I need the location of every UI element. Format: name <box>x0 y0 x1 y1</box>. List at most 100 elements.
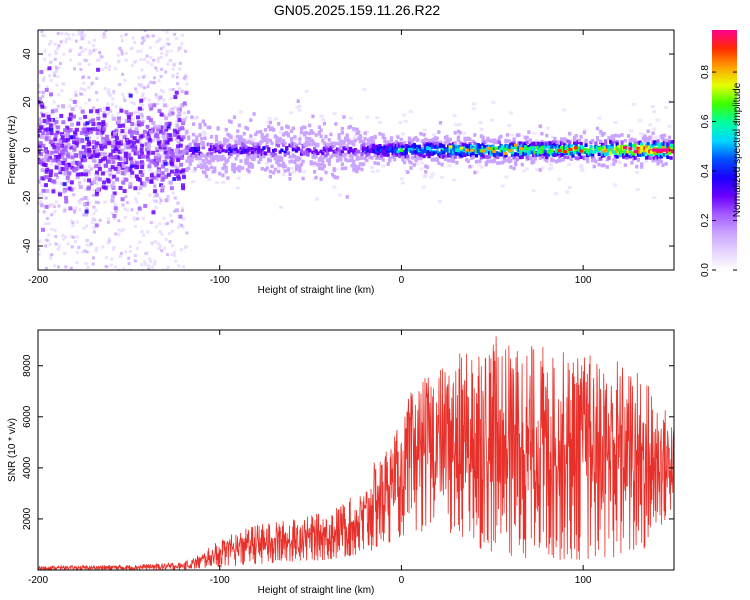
ridge-cell <box>280 140 284 145</box>
ridge-cell <box>559 145 564 150</box>
noise-cell <box>41 131 46 136</box>
ridge-cell <box>324 153 328 158</box>
ridge-cell <box>335 154 340 159</box>
noise-cell <box>165 42 169 46</box>
noise-cell <box>452 114 457 118</box>
ridge-cell <box>389 147 394 151</box>
ridge-cell <box>411 156 415 160</box>
ridge-cell <box>216 146 220 151</box>
noise-cell <box>41 143 46 148</box>
ridge-cell <box>478 144 482 148</box>
ridge-cell <box>504 139 508 144</box>
ridge-cell <box>376 154 380 158</box>
ridge-cell <box>223 137 227 142</box>
ridge-cell <box>211 147 215 152</box>
ridge-cell <box>254 132 258 137</box>
ridge-cell <box>391 143 395 147</box>
noise-cell <box>110 165 115 170</box>
ridge-cell <box>422 142 426 146</box>
noise-cell <box>638 132 643 136</box>
ridge-cell <box>556 158 560 163</box>
ridge-cell <box>371 149 376 154</box>
ridge-cell <box>260 135 264 139</box>
noise-cell <box>122 189 127 194</box>
ridge-cell <box>391 153 395 157</box>
noise-cell <box>166 253 170 257</box>
noise-cell <box>103 144 108 149</box>
ridge-cell <box>473 149 477 154</box>
noise-cell <box>422 128 427 132</box>
x-tick-label: 0 <box>399 275 405 286</box>
noise-cell <box>118 46 122 50</box>
noise-cell <box>176 158 181 163</box>
noise-cell <box>170 153 175 158</box>
noise-cell <box>140 263 144 267</box>
noise-cell <box>169 186 174 191</box>
ridge-cell <box>556 152 560 157</box>
noise-cell <box>149 56 153 60</box>
ridge-cell <box>223 141 227 146</box>
ridge-cell <box>661 153 665 157</box>
ridge-cell <box>579 155 583 160</box>
ridge-cell <box>484 149 488 154</box>
noise-cell <box>94 249 98 253</box>
ridge-cell <box>469 144 474 149</box>
noise-cell <box>103 35 107 39</box>
noise-cell <box>166 265 170 269</box>
ridge-cell <box>574 133 578 138</box>
ridge-cell <box>610 134 614 138</box>
noise-cell <box>95 109 100 114</box>
ridge-cell <box>398 154 402 159</box>
noise-cell <box>131 36 135 40</box>
ridge-cell <box>190 147 194 152</box>
ridge-cell <box>203 122 207 127</box>
noise-cell <box>107 111 111 115</box>
ridge-cell <box>368 141 372 146</box>
noise-cell <box>176 201 180 205</box>
noise-cell <box>160 188 165 193</box>
noise-cell <box>42 76 46 80</box>
noise-cell <box>57 161 62 166</box>
noise-cell <box>82 202 87 207</box>
ridge-cell <box>334 141 338 146</box>
noise-cell <box>94 200 98 204</box>
noise-cell <box>50 109 55 114</box>
ridge-cell <box>348 158 353 163</box>
noise-cell <box>141 75 145 79</box>
ridge-cell <box>316 162 320 167</box>
ridge-cell <box>250 163 255 167</box>
noise-cell <box>128 268 132 270</box>
noise-cell <box>154 66 158 70</box>
noise-cell <box>83 47 87 51</box>
ridge-cell <box>479 155 483 160</box>
noise-cell <box>94 208 98 212</box>
y-tick-label: 8000 <box>22 354 33 377</box>
noise-cell <box>83 88 87 92</box>
noise-cell <box>314 197 319 201</box>
ridge-cell <box>491 159 495 164</box>
ridge-cell <box>458 152 462 157</box>
ridge-cell <box>643 138 647 143</box>
ridge-cell <box>232 163 237 167</box>
noise-cell <box>125 138 130 143</box>
noise-cell <box>42 118 47 123</box>
ridge-peak-cell <box>399 148 404 152</box>
noise-cell <box>137 76 141 80</box>
ridge-cell <box>592 164 596 169</box>
noise-cell <box>73 130 78 135</box>
ridge-cell <box>378 144 382 148</box>
ridge-cell <box>270 151 274 156</box>
ridge-cell <box>306 150 310 155</box>
noise-cell <box>158 196 162 200</box>
ridge-cell <box>597 162 601 167</box>
ridge-cell <box>327 138 331 142</box>
ridge-cell <box>254 147 258 152</box>
ridge-cell <box>541 149 546 153</box>
ridge-cell <box>633 146 637 151</box>
noise-cell <box>583 128 588 132</box>
noise-cell <box>95 95 99 99</box>
ridge-cell <box>494 154 498 158</box>
ridge-cell <box>371 139 376 144</box>
ridge-cell <box>487 138 492 143</box>
ridge-cell <box>646 129 650 134</box>
